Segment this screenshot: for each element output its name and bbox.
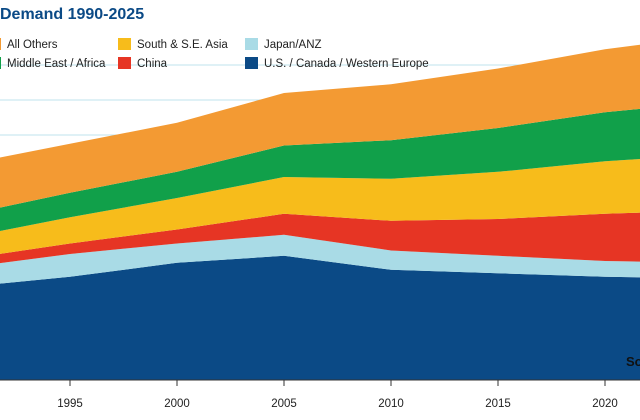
- legend-swatch-middle-east-africa: [0, 57, 1, 69]
- area-u-s-canada-western-europe: [0, 255, 640, 380]
- legend-label-japan-anz: Japan/ANZ: [264, 39, 322, 51]
- x-tick-label-2010: 2010: [378, 398, 404, 410]
- area-middle-east-africa: [0, 108, 640, 232]
- x-tick-label-2020: 2020: [592, 398, 618, 410]
- legend-swatch-u-s-canada-western-europe: [245, 57, 258, 69]
- legend-swatch-south-s-e-asia: [118, 38, 131, 50]
- chart-title: Demand 1990-2025: [0, 6, 145, 23]
- legend-label-middle-east-africa: Middle East / Africa: [7, 58, 106, 70]
- legend-label-south-s-e-asia: South & S.E. Asia: [137, 39, 228, 51]
- legend-swatch-all-others: [0, 38, 1, 50]
- legend-swatch-china: [118, 57, 131, 69]
- area-japan-anz: [0, 234, 640, 284]
- legend-label-all-others: All Others: [7, 39, 58, 51]
- legend-swatch-japan-anz: [245, 38, 258, 50]
- x-tick-label-2005: 2005: [271, 398, 297, 410]
- legend-label-u-s-canada-western-europe: U.S. / Canada / Western Europe: [264, 58, 429, 70]
- legend-label-china: China: [137, 58, 168, 70]
- x-tick-label-2000: 2000: [164, 398, 190, 410]
- area-china: [0, 212, 640, 264]
- area-all-others: [0, 44, 640, 208]
- source-label: So: [626, 354, 640, 369]
- x-tick-label-2015: 2015: [485, 398, 511, 410]
- x-tick-label-1995: 1995: [57, 398, 83, 410]
- area-south-s-e-asia: [0, 159, 640, 254]
